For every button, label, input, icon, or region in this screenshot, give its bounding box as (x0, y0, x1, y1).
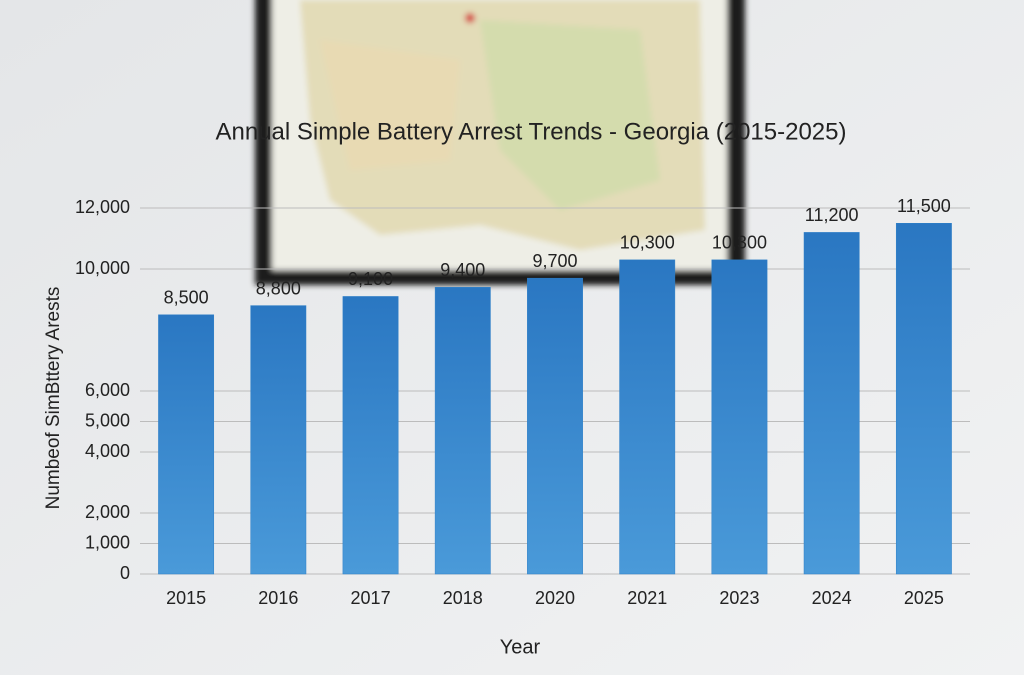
x-tick-label: 2016 (258, 588, 298, 608)
bar (434, 287, 491, 575)
y-tick-label: 12,000 (75, 197, 130, 217)
data-label: 11,200 (805, 205, 859, 225)
data-label: 8,800 (256, 278, 301, 298)
y-tick-label: 6,000 (85, 380, 130, 400)
bar (895, 223, 952, 575)
data-label: 8,500 (164, 288, 209, 308)
x-tick-label: 2020 (535, 588, 575, 608)
y-tick-label: 1,000 (85, 532, 130, 552)
x-tick-label: 2017 (351, 588, 391, 608)
data-label: 10,300 (620, 233, 675, 253)
x-tick-label: 2015 (166, 588, 206, 608)
chart-title: Annual Simple Battery Arrest Trends - Ge… (216, 118, 847, 145)
x-tick-label: 2025 (904, 588, 944, 608)
bar (342, 296, 399, 575)
bar (619, 259, 676, 575)
y-tick-label: 5,000 (85, 410, 130, 430)
x-tick-label: 2024 (812, 588, 852, 608)
bar (803, 232, 860, 575)
data-label: 10,300 (712, 233, 767, 253)
x-tick-label: 2018 (443, 588, 483, 608)
x-tick-label: 2023 (719, 588, 759, 608)
y-tick-label: 2,000 (85, 502, 130, 522)
y-axis-label: Numbeof SimBttery Arests (43, 287, 64, 510)
data-label: 9,700 (532, 251, 577, 271)
bar (711, 259, 768, 575)
y-tick-label: 0 (120, 563, 130, 583)
bar (158, 314, 215, 575)
wall-map (255, 0, 745, 285)
data-label: 9,100 (348, 269, 393, 289)
y-tick-label: 10,000 (75, 258, 130, 278)
x-tick-label: 2021 (627, 588, 667, 608)
y-tick-label: 4,000 (85, 441, 130, 461)
data-label: 9,400 (440, 260, 485, 280)
bar (527, 277, 583, 575)
data-label: 11,500 (897, 196, 951, 216)
x-axis-label: Year (500, 636, 541, 658)
bar (250, 305, 307, 575)
